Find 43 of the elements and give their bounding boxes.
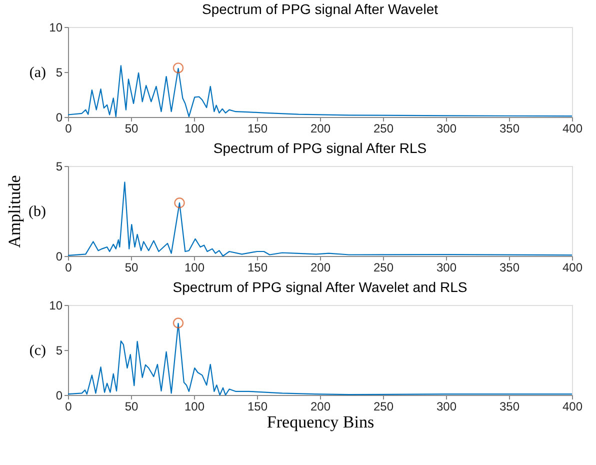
x-tick-label: 300 <box>436 400 457 414</box>
chart-title: Spectrum of PPG signal After RLS <box>213 140 427 156</box>
x-tick-label: 0 <box>65 400 72 414</box>
x-tick-label: 50 <box>124 400 138 414</box>
x-tick-label: 200 <box>310 122 331 136</box>
y-tick-label: 0 <box>56 388 63 402</box>
y-tick-label: 10 <box>49 298 63 312</box>
x-tick-label: 150 <box>247 400 268 414</box>
x-tick-label: 100 <box>184 260 205 274</box>
y-tick-label: 5 <box>56 66 63 80</box>
x-tick-label: 200 <box>310 260 331 274</box>
text: (b) <box>28 204 46 220</box>
x-tick-label: 0 <box>65 122 72 136</box>
x-tick-label: 250 <box>373 260 394 274</box>
x-tick-label: 400 <box>562 260 583 274</box>
x-tick-label: 400 <box>562 400 583 414</box>
x-tick-label: 150 <box>247 260 268 274</box>
chart-title: Spectrum of PPG signal After Wavelet <box>202 1 438 17</box>
x-tick-label: 350 <box>499 260 520 274</box>
text: (c) <box>29 343 46 359</box>
x-tick-label: 0 <box>65 260 72 274</box>
x-tick-label: 350 <box>499 122 520 136</box>
x-tick-label: 50 <box>124 260 138 274</box>
x-tick-label: 200 <box>310 400 331 414</box>
x-tick-label: 100 <box>184 400 205 414</box>
chart-title: Spectrum of PPG signal After Wavelet and RLS <box>172 279 468 295</box>
y-tick-label: 5 <box>56 160 63 174</box>
y-tick-label: 0 <box>56 110 63 124</box>
text: (a) <box>29 65 46 81</box>
x-tick-label: 250 <box>373 400 394 414</box>
x-tick-label: 250 <box>373 122 394 136</box>
y-axis-title: Amplitude <box>4 175 24 248</box>
y-tick-label: 0 <box>56 250 63 264</box>
x-axis-title: Frequency Bins <box>266 412 374 432</box>
y-tick-label: 5 <box>56 344 63 358</box>
x-tick-label: 400 <box>562 122 583 136</box>
x-tick-label: 300 <box>436 122 457 136</box>
x-tick-label: 50 <box>124 122 138 136</box>
x-tick-label: 350 <box>499 400 520 414</box>
y-tick-label: 10 <box>49 20 63 34</box>
x-tick-label: 150 <box>247 122 268 136</box>
x-tick-label: 100 <box>184 122 205 136</box>
x-tick-label: 300 <box>436 260 457 274</box>
